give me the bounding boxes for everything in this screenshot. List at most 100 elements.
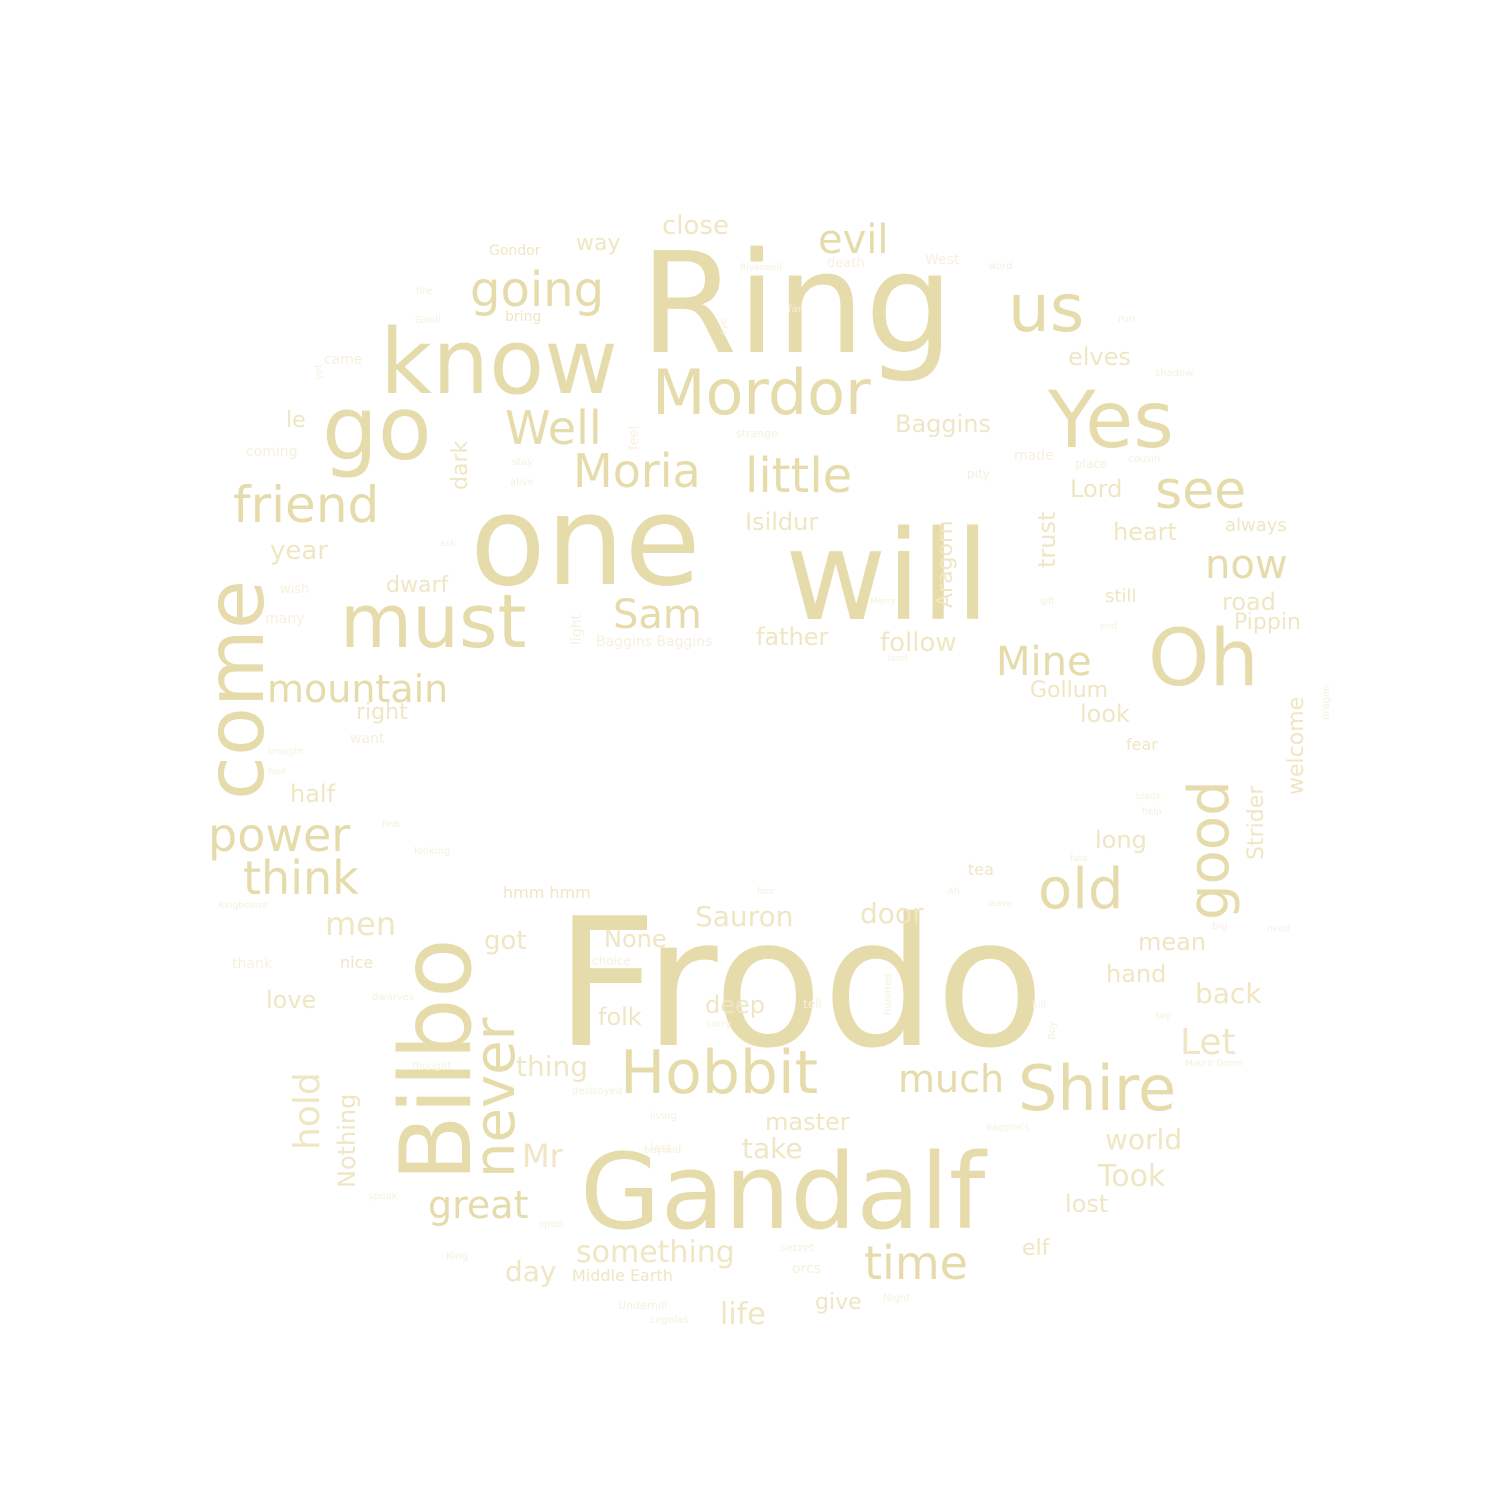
word-love: love (266, 986, 317, 1014)
word-underhill: Underhill (618, 1299, 668, 1312)
word-want: want (350, 731, 385, 747)
word-take: take (742, 1132, 803, 1165)
word-elf: elf (1022, 1236, 1050, 1261)
word-ah: Ah (948, 887, 960, 897)
word-moria: Moria (573, 444, 701, 498)
word-half: half (290, 780, 336, 808)
word-king: King (446, 1251, 469, 1262)
word-place: place (1075, 457, 1108, 471)
word-back: back (1195, 977, 1262, 1010)
word-destroyed: destroyed (572, 1086, 623, 1097)
word-baggins-baggins: Baggins Baggins (596, 634, 713, 650)
word-fear: fear (1126, 735, 1158, 754)
word-going: going (470, 262, 605, 318)
word-stay: stay (512, 457, 534, 468)
word-sauron: Sauron (695, 900, 794, 933)
word-night: Night (883, 1293, 910, 1304)
word-le: le (286, 408, 306, 433)
word-leave: leave (988, 899, 1013, 909)
word-oh: Oh (1148, 614, 1259, 704)
word-road: road (1222, 588, 1276, 616)
word-hobbit: Hobbit (620, 1038, 819, 1108)
word-gollum: Gollum (1030, 678, 1109, 703)
word-light: light (569, 613, 585, 645)
word-legolas: Legolas (650, 1315, 689, 1326)
word-orcs: orcs (792, 1261, 822, 1277)
word-baggins-s: Baggins's (986, 1123, 1030, 1133)
word-blade: blade (1136, 792, 1161, 802)
word-ringbearer: Ringbearer (218, 901, 268, 911)
word-evil: evil (818, 217, 889, 263)
word-kill: kill (1032, 1000, 1047, 1011)
word-never: never (463, 1017, 528, 1178)
word-lord: Lord (1070, 475, 1123, 503)
word-yes: Yes (1048, 376, 1174, 466)
word-run: run (1118, 314, 1135, 325)
word-food: food (268, 767, 286, 776)
word-see: see (1155, 461, 1247, 521)
word-say: say (1155, 1011, 1171, 1021)
word-master: master (765, 1108, 850, 1136)
word-father: father (756, 623, 829, 651)
word-shadow: shadow (1155, 368, 1194, 379)
word-find: find (382, 820, 400, 830)
word-took: Took (1098, 1159, 1166, 1194)
word-cousin: cousin (1128, 454, 1161, 465)
word-great: great (428, 1183, 529, 1227)
word-nice: nice (340, 953, 374, 972)
word-bring: bring (505, 309, 542, 325)
word-thought: thought (412, 1061, 452, 1072)
word-mountain: mountain (267, 667, 449, 711)
word-thing: thing (516, 1050, 589, 1083)
word-trust: trust (1033, 511, 1061, 568)
word-well: Well (505, 401, 602, 455)
word-year: year (270, 536, 329, 566)
word-frodo: Frodo (555, 880, 1045, 1087)
word-mount-doom: Mount Doom (1185, 1059, 1243, 1069)
word-living: living (650, 1111, 677, 1122)
word-tell: tell (803, 997, 822, 1011)
word-ring: Ring (640, 223, 954, 386)
word-time: time (864, 1236, 968, 1290)
word-something: something (576, 1235, 735, 1270)
word-look: look (1080, 700, 1130, 728)
word-now: now (1205, 542, 1288, 588)
word-nothing: Nothing (333, 1093, 361, 1188)
word-welcome: welcome (1284, 696, 1309, 795)
word-always: always (1225, 515, 1287, 536)
word-aragorn: Aragorn (933, 520, 958, 608)
word-still: still (1105, 586, 1137, 607)
word-think: think (243, 851, 359, 905)
word-wish: wish (280, 582, 310, 597)
word-world: world (1105, 1123, 1183, 1156)
word-dragon: dragon (1321, 684, 1332, 720)
word-little: little (745, 448, 853, 504)
word-gimli: Gimli (415, 315, 441, 326)
word-came: came (324, 352, 363, 368)
word-looking: looking (414, 846, 451, 857)
word-isildur: Isildur (745, 508, 819, 536)
word-mine: Mine (996, 639, 1092, 685)
word-lost: lost (1065, 1190, 1109, 1218)
word-many: many (265, 611, 305, 627)
word-gandalf: Gandalf (580, 1131, 986, 1253)
word-got: got (484, 926, 527, 956)
word-right: right (356, 700, 408, 725)
word-boy: Boy (1047, 1021, 1058, 1040)
word-beyond: beyond (644, 1145, 682, 1156)
word-one: one (470, 470, 701, 614)
word-big: big (1212, 921, 1228, 932)
word-middle-earth: Middle Earth (572, 1266, 673, 1285)
word-rivendell: Rivendell (740, 263, 782, 273)
word-sorry: sorry (706, 1019, 732, 1030)
word-elves: elves (1068, 343, 1131, 371)
word-door: door (860, 897, 924, 930)
word-last: last (650, 1141, 672, 1155)
word-feel: feel (627, 425, 642, 450)
word-speak: speak (368, 1191, 398, 1202)
word-death: death (827, 256, 865, 271)
word-men: men (325, 905, 397, 943)
word-day: day (505, 1255, 557, 1288)
word-come: come (189, 579, 282, 800)
